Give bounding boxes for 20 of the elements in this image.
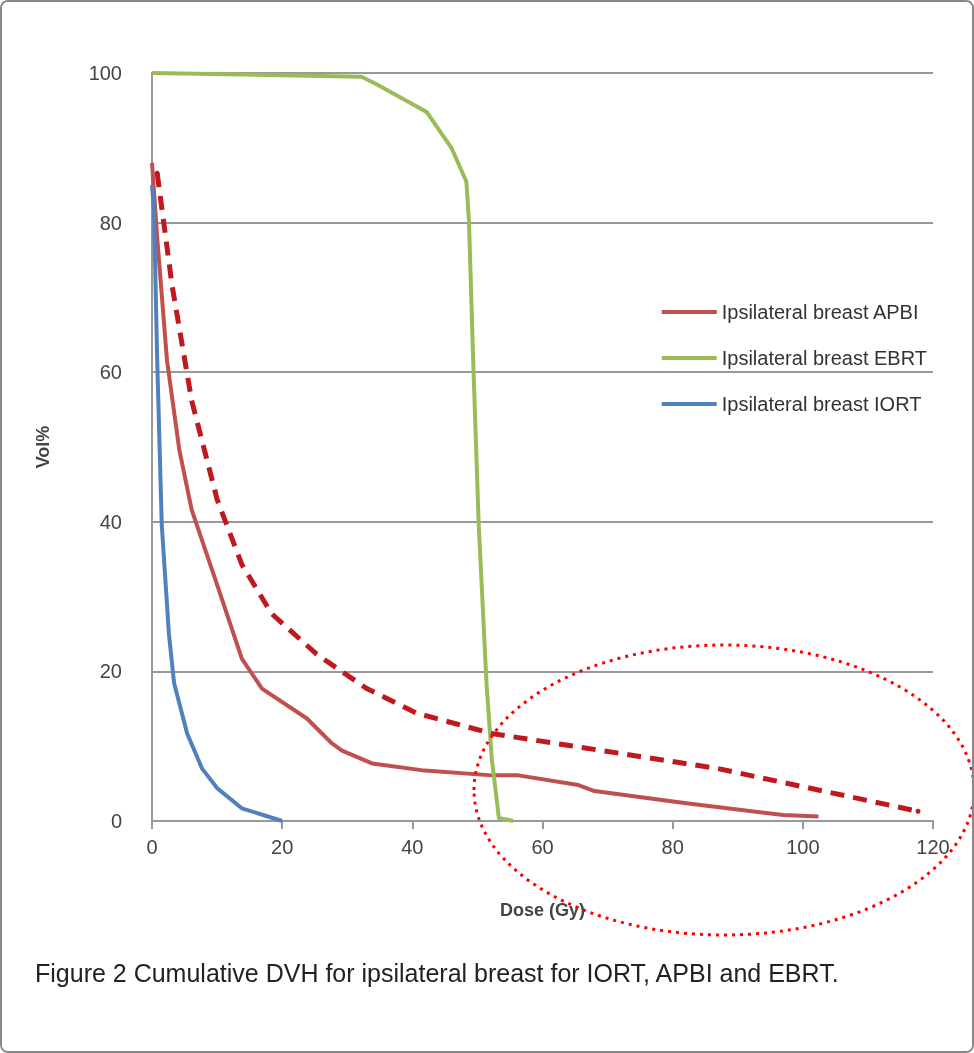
x-tick-label: 60	[531, 836, 554, 858]
y-tick-label: 60	[99, 361, 122, 384]
x-tick-label: 100	[786, 836, 820, 858]
y-axis-title: Vol%	[33, 425, 53, 469]
legend-label: Ipsilateral breast APBI	[721, 301, 919, 323]
line-series	[150, 183, 285, 823]
y-tick-label: 20	[99, 660, 122, 683]
legend-label: Ipsilateral breast EBRT	[721, 347, 928, 369]
x-tick-label: 20	[271, 836, 294, 858]
x-axis-title: Dose (Gy)	[499, 900, 586, 920]
x-tick-label: 120	[916, 836, 950, 858]
x-tick-label: 0	[146, 836, 158, 858]
y-tick-label: 40	[99, 510, 122, 533]
x-tick-label: 80	[661, 836, 684, 858]
y-tick-label: 80	[99, 211, 122, 234]
legend-label: Ipsilateral breast IORT	[721, 393, 922, 415]
y-tick-label: 0	[110, 810, 122, 832]
y-tick-label: 100	[88, 62, 122, 84]
text: Figure 2 Cumulative DVH for ipsilateral breast for IORT, APBI and EBRT.	[35, 959, 839, 987]
x-tick-label: 40	[401, 836, 424, 858]
